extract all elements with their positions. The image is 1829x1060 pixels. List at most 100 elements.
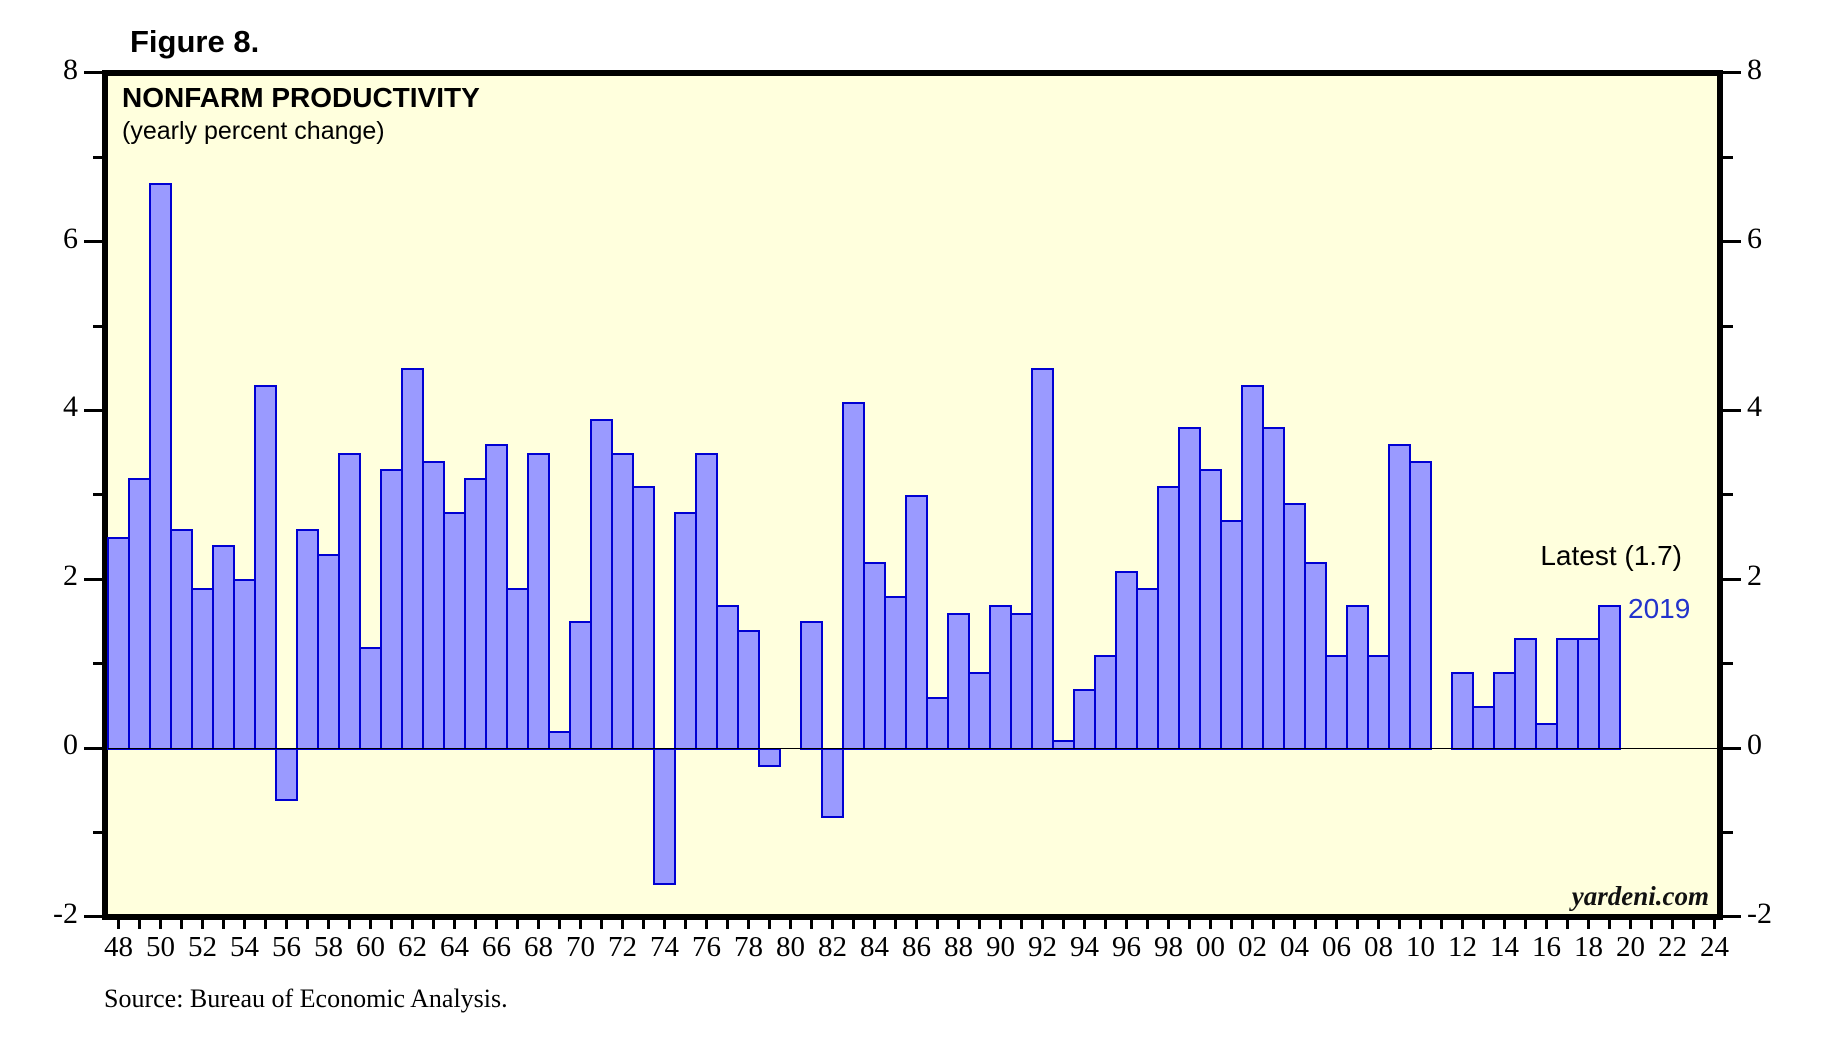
bar-1970 [569,621,592,750]
x-axis-label-58: 58 [314,931,343,963]
latest-value-annotation: Latest (1.7) [1540,540,1682,571]
y-axis-label-right: 6 [1747,221,1762,255]
x-year-tick [327,920,330,929]
bar-2009 [1388,444,1411,750]
x-year-tick [1419,920,1422,929]
x-year-tick [1650,920,1653,929]
x-year-tick [579,920,582,929]
y-major-tick-left [84,71,102,75]
y-major-tick-left [84,915,102,919]
y-major-tick-left [84,240,102,244]
y-major-tick-left [84,577,102,581]
x-year-tick [768,920,771,929]
y-minor-tick-right [1723,830,1733,834]
bar-1984 [863,562,886,750]
x-year-tick [684,920,687,929]
bar-1954 [233,579,256,750]
x-year-tick [663,920,666,929]
x-year-tick [243,920,246,929]
y-axis-label-right: 8 [1747,52,1762,86]
x-year-tick [1209,920,1212,929]
x-year-tick [180,920,183,929]
x-axis-label-82: 82 [818,931,847,963]
x-axis-label-84: 84 [860,931,889,963]
x-axis-label-90: 90 [986,931,1015,963]
bar-1998 [1157,486,1180,750]
x-axis-label-94: 94 [1070,931,1099,963]
bar-2000 [1199,469,1222,750]
x-year-tick [1524,920,1527,929]
x-axis-label-12: 12 [1448,931,1477,963]
x-year-tick [201,920,204,929]
x-year-tick [1083,920,1086,929]
y-axis-label-left: -2 [53,896,78,930]
x-year-tick [1482,920,1485,929]
x-axis-label-08: 08 [1364,931,1393,963]
x-year-tick [1587,920,1590,929]
x-axis-label-72: 72 [608,931,637,963]
x-axis-label-16: 16 [1532,931,1561,963]
bar-1950 [149,182,172,750]
x-axis-label-78: 78 [734,931,763,963]
x-year-tick [1335,920,1338,929]
chart-title: NONFARM PRODUCTIVITY [122,82,480,113]
bar-1981 [800,621,823,750]
x-year-tick [1167,920,1170,929]
y-minor-tick-right [1723,155,1733,159]
bar-1948 [107,537,130,750]
x-year-tick [1041,920,1044,929]
bar-1986 [905,494,928,750]
x-year-tick [1461,920,1464,929]
x-year-tick [1398,920,1401,929]
x-year-tick [789,920,792,929]
x-axis-label-24: 24 [1700,931,1729,963]
latest-year-label: 2019 [1628,593,1691,624]
y-axis-label-left: 8 [63,52,78,86]
x-year-tick [1440,920,1443,929]
bar-1966 [485,444,508,750]
x-year-tick [264,920,267,929]
bar-1983 [842,401,865,750]
x-year-tick [474,920,477,929]
bar-1962 [401,368,424,750]
y-axis-label-right: 2 [1747,559,1762,593]
x-year-tick [1293,920,1296,929]
x-year-tick [453,920,456,929]
x-year-tick [621,920,624,929]
source-note: Source: Bureau of Economic Analysis. [104,984,508,1013]
x-axis-label-50: 50 [146,931,175,963]
y-minor-tick-left [93,830,102,834]
y-axis-label-right: 0 [1747,728,1762,761]
bar-2015 [1514,638,1537,750]
x-year-tick [705,920,708,929]
bar-2016 [1535,722,1558,750]
x-axis-label-80: 80 [776,931,805,963]
x-axis-label-68: 68 [524,931,553,963]
x-year-tick [873,920,876,929]
x-axis-label-06: 06 [1322,931,1351,963]
bar-1963 [422,461,445,750]
y-major-tick-right [1723,71,1741,75]
x-axis-label-88: 88 [944,931,973,963]
bar-1955 [254,385,277,750]
bar-1965 [464,477,487,750]
bar-2005 [1304,562,1327,750]
x-year-tick [831,920,834,929]
x-axis-label-18: 18 [1574,931,1603,963]
bar-1952 [191,587,214,750]
bar-1982 [821,748,844,818]
bar-2008 [1367,655,1390,750]
x-year-tick [1062,920,1065,929]
y-axis-label-right: 4 [1747,390,1762,424]
x-year-tick [1104,920,1107,929]
bar-1987 [926,697,949,750]
x-year-tick [495,920,498,929]
x-year-tick [1188,920,1191,929]
x-axis-label-86: 86 [902,931,931,963]
y-axis-label-left: 6 [63,221,78,255]
bar-2014 [1493,672,1516,750]
bar-2012 [1451,672,1474,750]
x-year-tick [1125,920,1128,929]
bar-1960 [359,646,382,750]
y-major-tick-right [1723,408,1741,412]
